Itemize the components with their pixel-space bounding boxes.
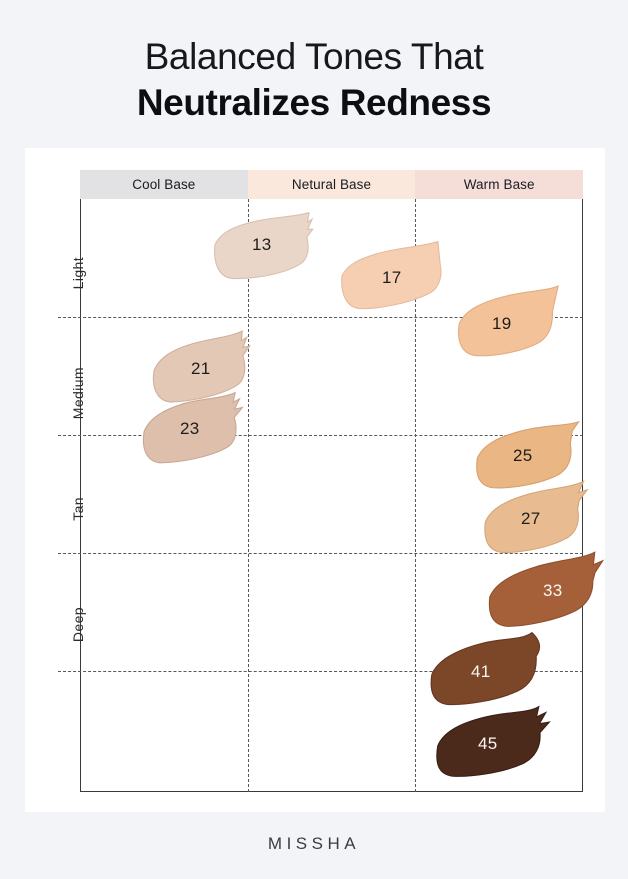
grid-divider-horizontal-deep: [58, 671, 583, 672]
grid-divider-vertical-1: [247, 199, 249, 792]
row-label-medium: Medium: [70, 367, 86, 420]
shade-swatch-19[interactable]: 19: [449, 284, 570, 365]
brand-logo: MISSHA: [267, 834, 361, 853]
grid-divider-horizontal-tan: [58, 553, 583, 554]
shade-chart-card: Cool Base Netural Base Warm Base Light M…: [25, 148, 605, 812]
grid-divider-horizontal-light: [58, 317, 583, 318]
column-header-netural-base: Netural Base: [247, 170, 416, 199]
shade-swatch-45[interactable]: 45: [428, 702, 560, 785]
shade-swatch-25[interactable]: 25: [468, 418, 591, 497]
grid-divider-vertical-2: [415, 199, 417, 792]
shade-swatch-41[interactable]: 41: [421, 629, 552, 713]
column-header-warm-base: Warm Base: [415, 170, 584, 199]
shade-swatch-17-stroke: [341, 240, 442, 310]
shade-swatch-23[interactable]: 23: [133, 388, 255, 472]
shade-swatch-41-stroke: [430, 631, 541, 706]
page-title: Balanced Tones That Neutralizes Redness: [0, 34, 628, 126]
shade-swatch-27[interactable]: 27: [475, 479, 599, 562]
shade-grid: Light Medium Tan Deep 13 17 19: [58, 199, 605, 792]
row-label-light: Light: [70, 257, 86, 290]
grid-axis-bottom: [80, 791, 583, 792]
shade-swatch-19-stroke: [458, 285, 559, 357]
grid-axis-left: [80, 199, 81, 792]
shade-swatch-27-stroke: [484, 480, 589, 553]
grid-divider-horizontal-medium: [58, 435, 583, 436]
shade-swatch-21[interactable]: 21: [142, 327, 263, 412]
title-line-2: Neutralizes Redness: [136, 82, 492, 123]
shade-swatch-45-stroke: [436, 705, 551, 777]
shade-swatch-21-stroke: [152, 330, 252, 403]
title-line-1: Balanced Tones That: [144, 36, 484, 77]
column-header-cool-base-label: Cool Base: [132, 177, 196, 192]
row-label-deep: Deep: [70, 607, 86, 643]
shade-swatch-33-stroke: [488, 551, 605, 627]
column-header-cool-base: Cool Base: [80, 170, 248, 199]
shade-swatch-13-stroke: [214, 211, 314, 280]
shade-swatch-13[interactable]: 13: [206, 209, 324, 287]
shade-swatch-17[interactable]: 17: [333, 239, 450, 317]
shade-swatch-23-stroke: [142, 391, 244, 464]
column-header-netural-base-label: Netural Base: [291, 177, 372, 192]
shade-swatch-25-stroke: [476, 420, 581, 489]
row-label-tan: Tan: [70, 497, 86, 521]
shade-swatch-33[interactable]: 33: [479, 549, 615, 636]
column-header-warm-base-label: Warm Base: [463, 177, 535, 192]
column-header-band: Cool Base Netural Base Warm Base: [80, 170, 584, 199]
